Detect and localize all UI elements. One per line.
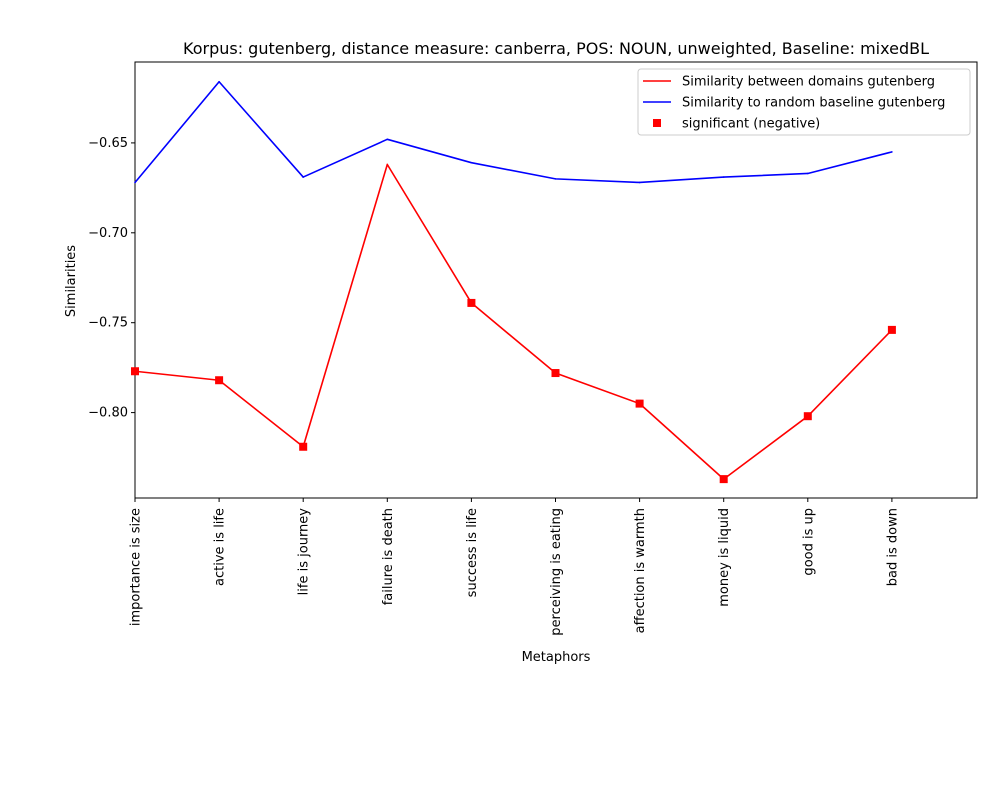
baseline-similarity-point bbox=[554, 178, 557, 180]
plot-area: −0.65 −0.70 −0.75 −0.80 importance is size ac… bbox=[88, 61, 978, 636]
baseline-similarity-point bbox=[722, 176, 725, 178]
legend-label: Similarity to random baseline gutenberg bbox=[682, 96, 945, 111]
y-tick-label: −0.75 bbox=[88, 316, 128, 331]
x-tick-label: affection is warmth bbox=[633, 508, 648, 633]
y-axis-label: Similarities bbox=[64, 245, 79, 317]
baseline-similarity-line bbox=[134, 80, 893, 184]
x-tick-label: life is journey bbox=[297, 508, 312, 596]
x-axis-label: Metaphors bbox=[522, 650, 591, 665]
legend-label: significant (negative) bbox=[682, 117, 820, 132]
x-tick-label: active is life bbox=[213, 508, 228, 586]
y-tick-label: −0.65 bbox=[88, 136, 128, 151]
domain-similarity-line bbox=[134, 163, 893, 480]
x-tick-label: perceiving is eating bbox=[549, 508, 564, 636]
significant-marker bbox=[635, 399, 644, 408]
significant-marker bbox=[551, 369, 560, 378]
x-tick-label: importance is size bbox=[129, 508, 144, 626]
legend-box bbox=[637, 68, 971, 136]
significant-marker bbox=[215, 376, 224, 385]
significant-marker bbox=[719, 475, 728, 484]
significant-marker bbox=[467, 298, 476, 307]
y-tick-label: −0.80 bbox=[88, 406, 128, 421]
x-tick-label: money is liquid bbox=[717, 508, 732, 607]
y-tick-label: −0.70 bbox=[88, 226, 128, 241]
baseline-similarity-point bbox=[807, 172, 809, 175]
x-tick-label: bad is down bbox=[885, 508, 900, 586]
baseline-similarity-point bbox=[891, 151, 893, 153]
legend: Similarity between domains gutenberg Simi… bbox=[637, 68, 971, 136]
x-tick-label: success is life bbox=[465, 508, 480, 597]
significant-marker bbox=[131, 367, 139, 376]
legend-marker-significant bbox=[653, 119, 661, 127]
baseline-similarity-point bbox=[470, 161, 473, 164]
x-tick-label: good is up bbox=[801, 508, 816, 576]
baseline-similarity-point bbox=[386, 138, 389, 141]
domain-similarity-point bbox=[386, 163, 389, 166]
significant-marker bbox=[887, 325, 896, 334]
baseline-similarity-point bbox=[134, 181, 136, 184]
baseline-similarity-point bbox=[638, 181, 641, 184]
chart-title: Korpus: gutenberg, distance measure: can… bbox=[183, 39, 929, 58]
significant-marker bbox=[803, 412, 812, 421]
x-tick-label: failure is death bbox=[381, 508, 396, 605]
legend-label: Similarity between domains gutenberg bbox=[682, 75, 935, 90]
baseline-similarity-point bbox=[302, 176, 305, 178]
baseline-similarity-point bbox=[218, 80, 220, 83]
significant-marker bbox=[299, 442, 308, 451]
